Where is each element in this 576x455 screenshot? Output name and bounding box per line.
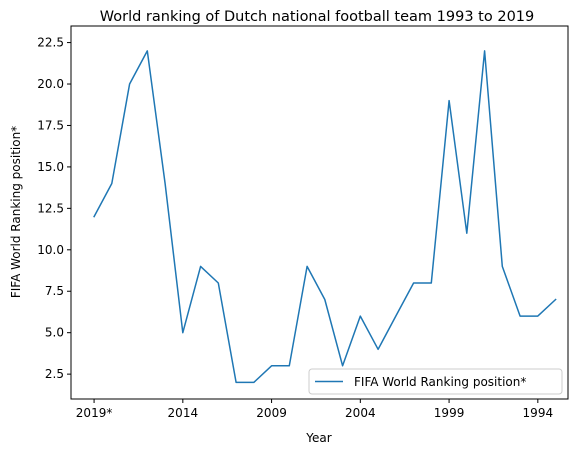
y-tick-label: 5.0	[45, 326, 64, 340]
x-tick-label: 2004	[345, 406, 376, 420]
y-tick-label: 22.5	[37, 36, 64, 50]
x-tick-label: 1994	[523, 406, 554, 420]
x-tick-label: 2014	[168, 406, 199, 420]
y-axis: 2.5 5.0 7.5 10.0 12.5 15.0 17.5 20.0 22.5	[37, 36, 71, 381]
x-tick-label: 2009	[256, 406, 287, 420]
plot-frame	[70, 25, 569, 400]
y-axis-label: FIFA World Ranking position*	[9, 126, 23, 298]
y-tick-label: 10.0	[37, 243, 64, 257]
x-axis: 2019* 2014 2009 2004 1999 1994	[76, 399, 553, 420]
plot-area	[93, 50, 557, 384]
x-axis-label: Year	[305, 431, 331, 445]
y-tick-label: 12.5	[37, 201, 64, 215]
y-tick-label: 17.5	[37, 118, 64, 132]
series-line	[93, 50, 557, 384]
x-tick-label: 1999	[434, 406, 465, 420]
legend-label: FIFA World Ranking position*	[354, 375, 526, 389]
y-tick-label: 15.0	[37, 160, 64, 174]
x-tick-label: 2019*	[76, 406, 113, 420]
y-tick-label: 20.0	[37, 77, 64, 91]
legend-box	[308, 368, 563, 395]
chart-title: World ranking of Dutch national football…	[100, 9, 535, 25]
legend: FIFA World Ranking position*	[308, 368, 563, 395]
y-tick-label: 2.5	[45, 367, 64, 381]
y-tick-label: 7.5	[45, 284, 64, 298]
